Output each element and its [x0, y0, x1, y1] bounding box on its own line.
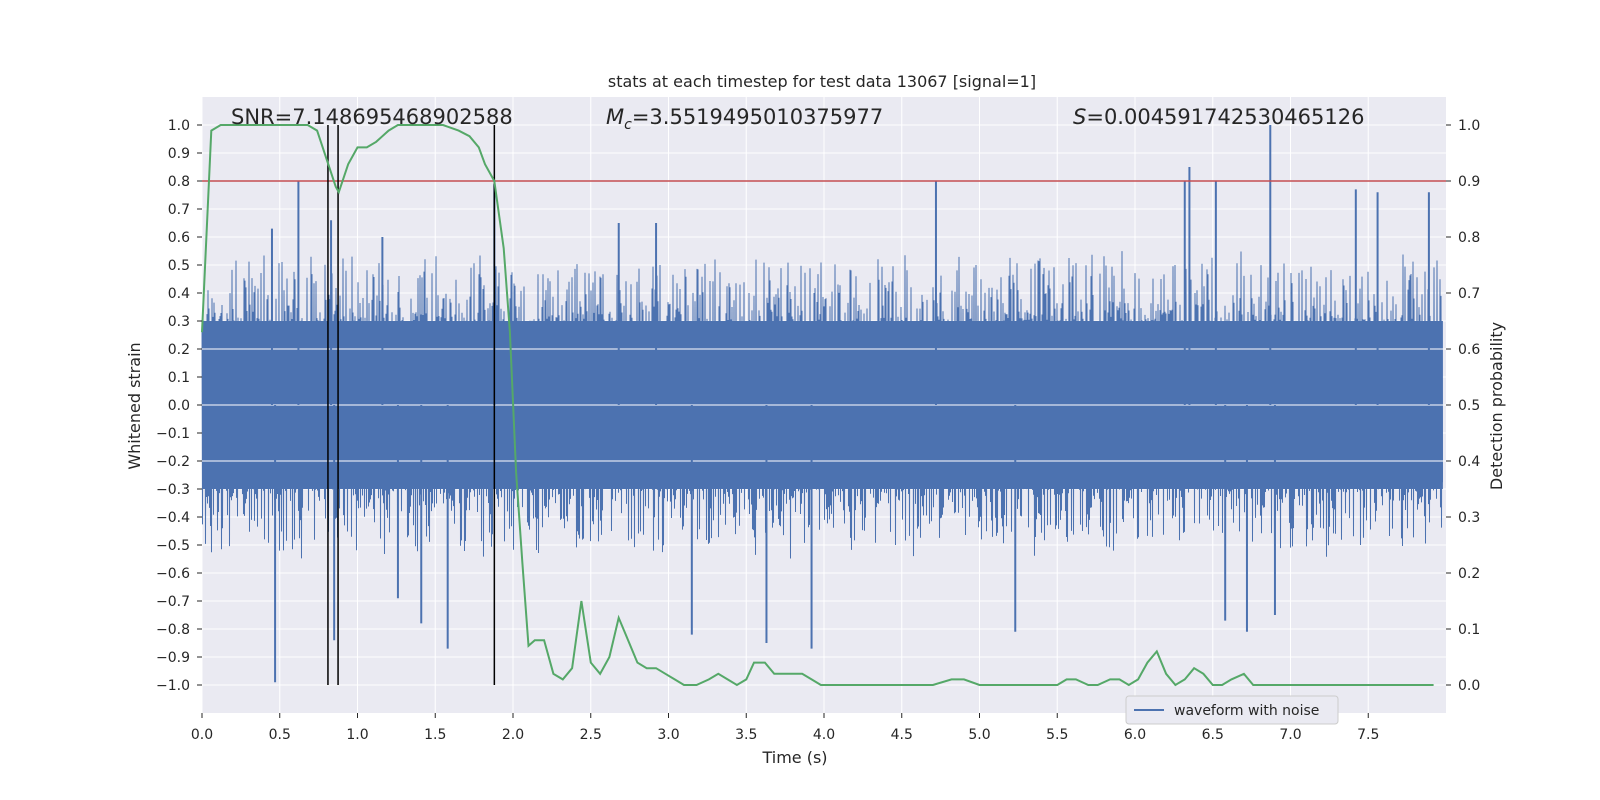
y-tick-label: 1.0	[168, 118, 190, 134]
chart-title: stats at each timestep for test data 130…	[608, 72, 1036, 91]
y-tick-label: −0.8	[156, 622, 190, 638]
y-tick-label: −0.3	[156, 482, 190, 498]
y-right-tick-label: 0.6	[1458, 342, 1480, 358]
y-tick-label: 0.2	[168, 342, 190, 358]
x-tick-label: 6.0	[1124, 727, 1146, 743]
s-annotation: S=0.004591742530465126	[1073, 105, 1364, 129]
chirp-mass-value: =3.5519495010375977	[632, 105, 883, 129]
y-right-tick-label: 0.0	[1458, 678, 1480, 694]
x-tick-label: 2.5	[580, 727, 602, 743]
legend-label: waveform with noise	[1174, 703, 1319, 719]
x-tick-label: 1.0	[346, 727, 368, 743]
x-tick-label: 7.0	[1279, 727, 1301, 743]
y-right-tick-label: 0.7	[1458, 286, 1480, 302]
waveform-series	[201, 125, 1446, 683]
s-value: =0.004591742530465126	[1086, 105, 1364, 129]
chirp-mass-subscript: c	[624, 117, 632, 133]
legend: waveform with noise	[1125, 695, 1339, 725]
probability-line	[201, 124, 1434, 687]
x-axis-label: Time (s)	[761, 748, 827, 767]
y-right-tick-label: 0.3	[1458, 510, 1480, 526]
legend-box	[1125, 695, 1339, 725]
y-tick-label: −0.5	[156, 538, 190, 554]
chirp-mass-annotation: Mc=3.5519495010375977	[606, 105, 883, 133]
y-axis-left-ticks: 1.0 0.9 0.8 0.7 0.6 0.5 0.4 0.3 0.2 0.1 0.0 −0.1 −0.…	[156, 118, 202, 694]
x-tick-label: 5.5	[1046, 727, 1068, 743]
chirp-mass-symbol: M	[606, 105, 624, 129]
x-tick-label: 3.0	[657, 727, 679, 743]
y-tick-label: −1.0	[156, 678, 190, 694]
x-axis-ticks: 0.0 0.5 1.0 1.5 2.0 2.5 3.0 3.5 4.0 4.5 5.0 5.5 6.0 6…	[191, 713, 1379, 743]
x-tick-label: 0.5	[269, 727, 291, 743]
y-tick-label: 0.4	[168, 286, 190, 302]
y-right-tick-label: 0.5	[1458, 398, 1480, 414]
y-tick-label: 0.0	[168, 398, 190, 414]
y-right-tick-label: 0.2	[1458, 566, 1480, 582]
y-tick-label: 0.8	[168, 174, 190, 190]
y-tick-label: 0.6	[168, 230, 190, 246]
x-tick-label: 0.0	[191, 727, 213, 743]
x-tick-label: 2.0	[502, 727, 524, 743]
y-axis-right-ticks: 1.0 0.9 0.8 0.7 0.6 0.5 0.4 0.3 0.2 0.1 0.0	[1446, 118, 1480, 694]
detection-markers	[327, 125, 496, 685]
y-right-tick-label: 1.0	[1458, 118, 1480, 134]
y-tick-label: −0.9	[156, 650, 190, 666]
x-tick-label: 4.0	[813, 727, 835, 743]
x-tick-label: 4.5	[891, 727, 913, 743]
x-tick-label: 5.0	[968, 727, 990, 743]
probability-series	[201, 124, 1434, 687]
snr-annotation: SNR=7.148695468902588	[231, 105, 513, 129]
s-symbol: S	[1073, 105, 1086, 129]
y-tick-label: −0.1	[156, 426, 190, 442]
y-axis-right-label: Detection probability	[1487, 322, 1506, 490]
y-tick-label: −0.2	[156, 454, 190, 470]
x-tick-label: 7.5	[1357, 727, 1379, 743]
y-tick-label: 0.1	[168, 370, 190, 386]
y-tick-label: 0.9	[168, 146, 190, 162]
y-tick-label: 0.3	[168, 314, 190, 330]
x-tick-label: 6.5	[1202, 727, 1224, 743]
y-tick-label: −0.6	[156, 566, 190, 582]
y-right-tick-label: 0.8	[1458, 230, 1480, 246]
y-right-tick-label: 0.1	[1458, 622, 1480, 638]
x-tick-label: 3.5	[735, 727, 757, 743]
y-tick-label: 0.5	[168, 258, 190, 274]
y-tick-label: −0.7	[156, 594, 190, 610]
y-right-tick-label: 0.9	[1458, 174, 1480, 190]
y-axis-label: Whitened strain	[125, 342, 144, 469]
y-tick-label: −0.4	[156, 510, 190, 526]
x-tick-label: 1.5	[424, 727, 446, 743]
y-right-tick-label: 0.4	[1458, 454, 1480, 470]
y-tick-label: 0.7	[168, 202, 190, 218]
